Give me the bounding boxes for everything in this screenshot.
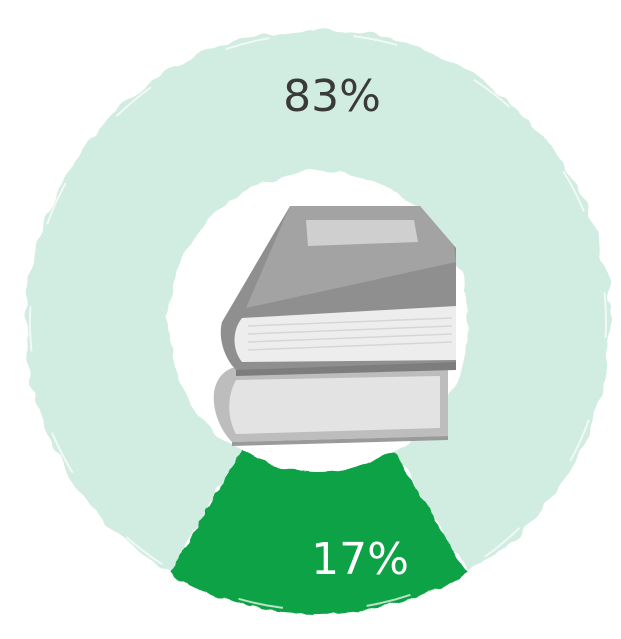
brush-streak [352, 35, 398, 47]
slice-label-17: 17% [311, 534, 409, 585]
brush-streak [51, 432, 74, 474]
brush-streak [225, 37, 270, 51]
brush-streak [484, 526, 521, 558]
brush-streak [238, 597, 284, 609]
brush-streak [46, 182, 67, 225]
books-icon [213, 206, 456, 446]
brush-streak [569, 419, 590, 462]
brush-streak [125, 536, 163, 566]
brush-streak [562, 170, 585, 212]
brush-streak [366, 593, 411, 607]
brush-streak [115, 86, 152, 118]
brush-streak [29, 306, 33, 352]
brush-streak [473, 78, 511, 108]
brush-streak [603, 292, 607, 338]
slice-label-83: 83% [283, 71, 381, 122]
